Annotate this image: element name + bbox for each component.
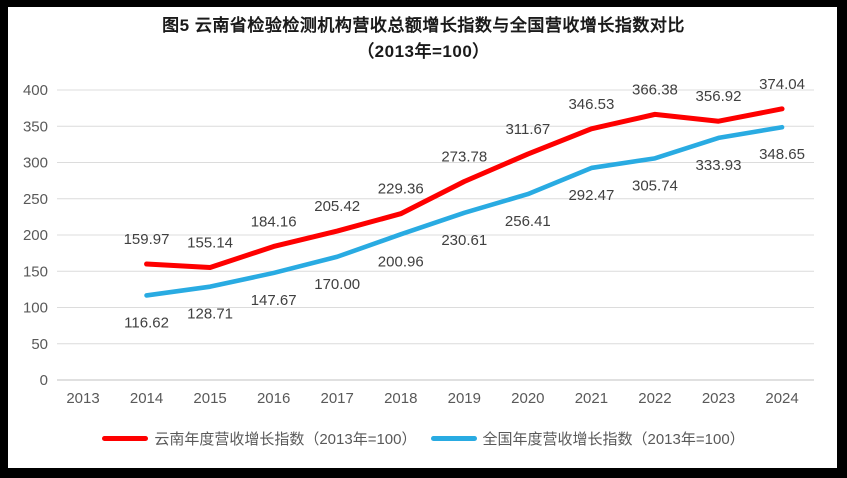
svg-text:333.93: 333.93 bbox=[696, 157, 742, 174]
svg-text:366.38: 366.38 bbox=[632, 81, 678, 98]
legend-label-yunnan: 云南年度营收增长指数（2013年=100） bbox=[154, 430, 417, 448]
svg-text:159.97: 159.97 bbox=[124, 231, 170, 248]
svg-text:300: 300 bbox=[23, 155, 48, 172]
svg-text:0: 0 bbox=[40, 372, 48, 389]
svg-text:205.42: 205.42 bbox=[314, 198, 360, 215]
chart-title-block: 图5 云南省检验检测机构营收总额增长指数与全国营收增长指数对比 （2013年=1… bbox=[0, 13, 847, 65]
legend-label-national: 全国年度营收增长指数（2013年=100） bbox=[482, 430, 745, 448]
legend-item-yunnan: 云南年度营收增长指数（2013年=100） bbox=[102, 428, 417, 449]
svg-text:147.67: 147.67 bbox=[251, 292, 297, 309]
svg-text:170.00: 170.00 bbox=[314, 276, 360, 293]
svg-text:2021: 2021 bbox=[575, 390, 608, 407]
svg-text:200: 200 bbox=[23, 227, 48, 244]
svg-text:230.61: 230.61 bbox=[441, 232, 487, 249]
svg-text:374.04: 374.04 bbox=[759, 76, 805, 93]
legend-line-national-icon bbox=[430, 435, 477, 441]
svg-text:292.47: 292.47 bbox=[568, 187, 614, 204]
svg-text:2019: 2019 bbox=[448, 390, 481, 407]
svg-text:256.41: 256.41 bbox=[505, 213, 551, 230]
svg-text:2022: 2022 bbox=[638, 390, 671, 407]
svg-text:348.65: 348.65 bbox=[759, 146, 805, 163]
svg-text:2016: 2016 bbox=[257, 390, 290, 407]
svg-text:305.74: 305.74 bbox=[632, 177, 678, 194]
chart-panel bbox=[8, 7, 837, 468]
svg-text:2013: 2013 bbox=[66, 390, 99, 407]
svg-text:200.96: 200.96 bbox=[378, 253, 424, 270]
svg-text:400: 400 bbox=[23, 82, 48, 99]
svg-text:346.53: 346.53 bbox=[568, 96, 614, 113]
svg-text:229.36: 229.36 bbox=[378, 181, 424, 198]
svg-text:2015: 2015 bbox=[193, 390, 226, 407]
svg-text:128.71: 128.71 bbox=[187, 306, 233, 323]
svg-text:116.62: 116.62 bbox=[124, 314, 169, 331]
svg-text:50: 50 bbox=[31, 336, 48, 353]
svg-text:2024: 2024 bbox=[765, 390, 798, 407]
chart-title: 图5 云南省检验检测机构营收总额增长指数与全国营收增长指数对比 bbox=[162, 16, 685, 35]
svg-text:273.78: 273.78 bbox=[441, 149, 487, 166]
chart-subtitle: （2013年=100） bbox=[357, 42, 490, 61]
svg-text:2017: 2017 bbox=[321, 390, 354, 407]
svg-text:2014: 2014 bbox=[130, 390, 163, 407]
svg-text:184.16: 184.16 bbox=[251, 213, 297, 230]
svg-text:311.67: 311.67 bbox=[505, 121, 550, 138]
legend-line-yunnan-icon bbox=[102, 435, 149, 441]
svg-text:2020: 2020 bbox=[511, 390, 544, 407]
legend: 云南年度营收增长指数（2013年=100） 全国年度营收增长指数（2013年=1… bbox=[0, 424, 847, 452]
svg-text:155.14: 155.14 bbox=[187, 235, 233, 252]
svg-text:350: 350 bbox=[23, 118, 48, 135]
svg-text:2023: 2023 bbox=[702, 390, 735, 407]
legend-item-national: 全国年度营收增长指数（2013年=100） bbox=[430, 428, 745, 449]
svg-text:100: 100 bbox=[23, 300, 48, 317]
svg-text:150: 150 bbox=[23, 263, 48, 280]
svg-text:356.92: 356.92 bbox=[696, 88, 742, 105]
svg-text:250: 250 bbox=[23, 191, 48, 208]
svg-text:2018: 2018 bbox=[384, 390, 417, 407]
